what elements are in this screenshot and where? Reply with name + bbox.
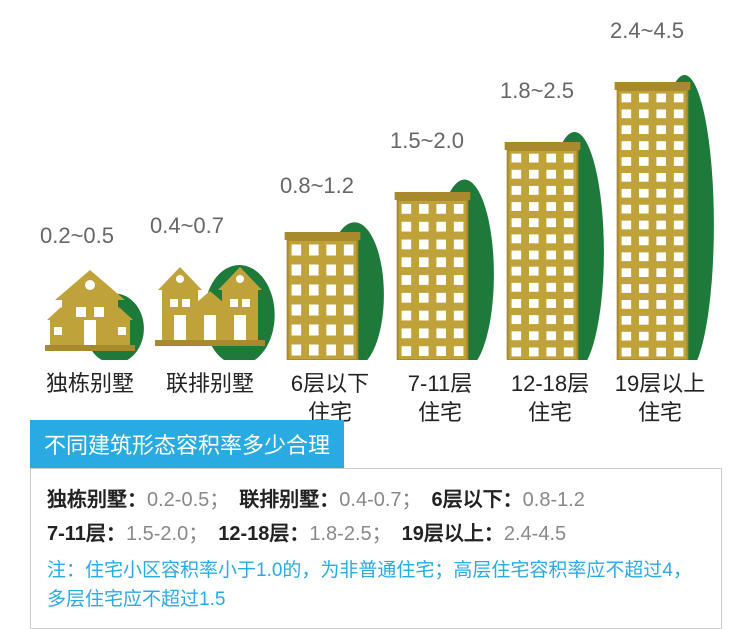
info-key: 6层以下： [432,489,523,511]
category-label: 19层以上住宅 [610,370,710,427]
info-title: 不同建筑形态容积率多少合理 [30,420,344,468]
info-val: 0.8-1.2 [523,489,585,511]
ratio-label: 1.5~2.0 [390,128,464,154]
chart-item-2: 0.8~1.26层以下住宅 [280,230,380,360]
info-val: 2.4-4.5 [504,523,566,545]
category-label: 独栋别墅 [40,370,140,399]
ratio-label: 0.2~0.5 [40,223,114,249]
chart-item-3: 1.5~2.07-11层住宅 [390,190,490,360]
ratio-label: 2.4~4.5 [610,18,684,44]
category-label: 6层以下住宅 [280,370,380,427]
chart-item-4: 1.8~2.512-18层住宅 [500,140,600,360]
info-key: 联排别墅： [239,489,339,511]
info-body: 独栋别墅：0.2-0.5； 联排别墅：0.4-0.7； 6层以下：0.8-1.2… [30,468,722,629]
ratio-label: 0.4~0.7 [150,213,224,239]
info-val: 1.5-2.0； [126,523,198,545]
info-pairs: 独栋别墅：0.2-0.5； 联排别墅：0.4-0.7； 6层以下：0.8-1.2… [47,483,705,551]
info-box: 不同建筑形态容积率多少合理 独栋别墅：0.2-0.5； 联排别墅：0.4-0.7… [30,420,722,629]
chart-item-0: 0.2~0.5独栋别墅 [40,265,140,360]
info-val: 0.4-0.7； [339,489,411,511]
chart-item-1: 0.4~0.7联排别墅 [150,255,270,360]
info-key: 独栋别墅： [47,489,147,511]
info-note: 注：住宅小区容积率小于1.0的，为非普通住宅；高层住宅容积率应不超过4，多层住宅… [47,557,705,614]
chart-item-5: 2.4~4.519层以上住宅 [610,80,710,360]
ratio-label: 1.8~2.5 [500,78,574,104]
chart-area: 0.2~0.5独栋别墅 0.4~0.7联排别墅 0.8~1.26层以下住宅 [0,0,750,400]
info-key: 7-11层： [47,523,126,545]
ratio-label: 0.8~1.2 [280,173,354,199]
category-label: 7-11层住宅 [390,370,490,427]
info-val: 1.8-2.5； [309,523,381,545]
category-label: 12-18层住宅 [500,370,600,427]
info-key: 19层以上： [402,523,504,545]
category-label: 联排别墅 [160,370,260,399]
info-val: 0.2-0.5； [147,489,219,511]
info-key: 12-18层： [218,523,309,545]
